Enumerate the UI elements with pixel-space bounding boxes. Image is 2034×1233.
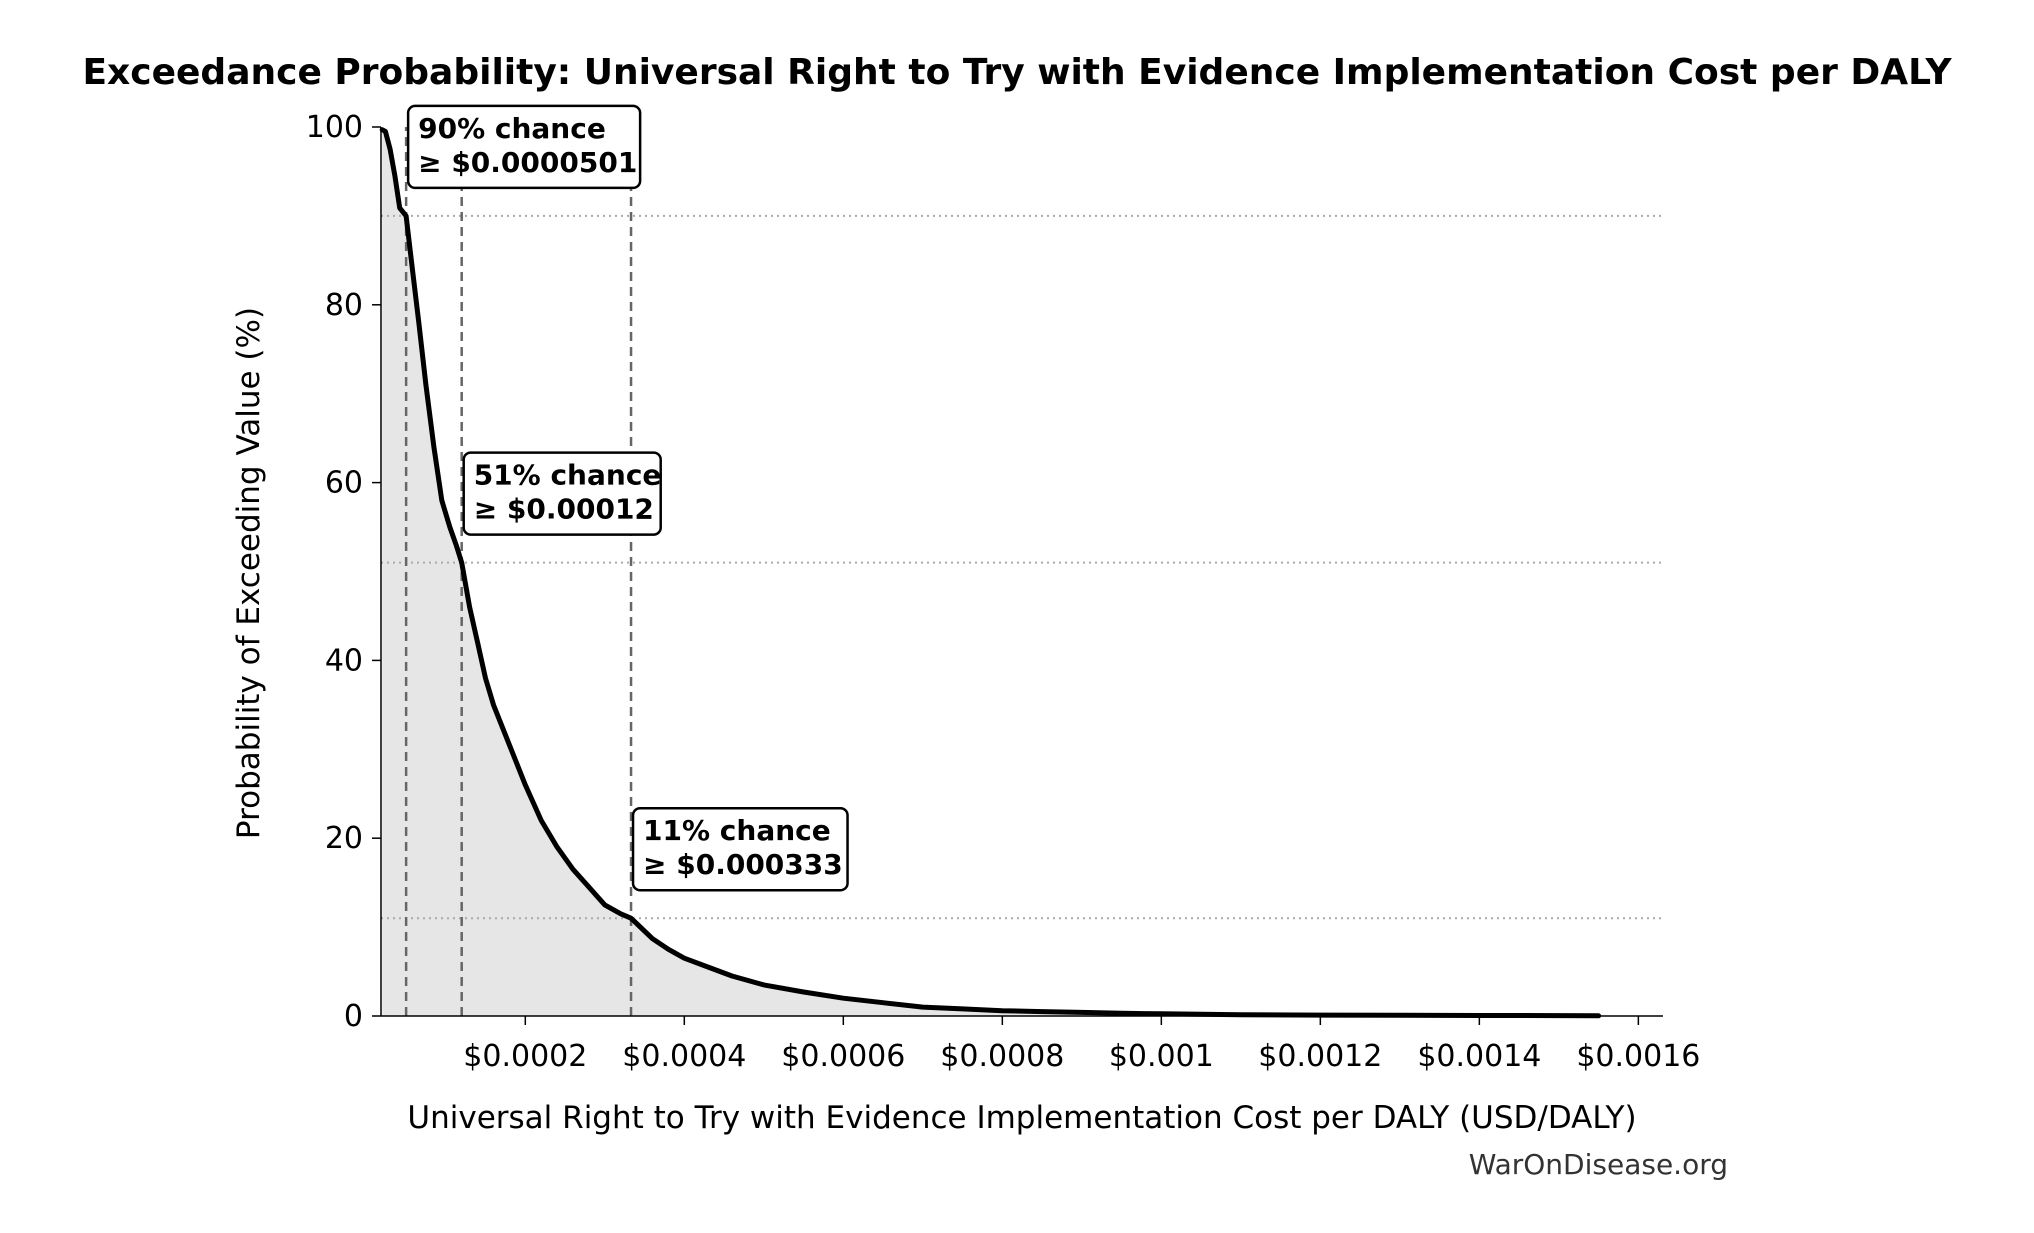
exceedance-curve <box>379 127 1602 1019</box>
annotation-box <box>406 104 642 190</box>
exceedance-area <box>382 129 1599 1016</box>
annotation-threshold: ≥ $0.000333 <box>643 848 843 881</box>
y-tick-label: 80 <box>325 288 363 323</box>
x-tick-label: $0.0008 <box>940 1039 1064 1074</box>
x-tick-label: $0.0012 <box>1258 1039 1382 1074</box>
annotation-threshold: ≥ $0.00012 <box>474 493 654 526</box>
x-tick-label: $0.0014 <box>1417 1039 1541 1074</box>
x-tick-label: $0.001 <box>1109 1039 1214 1074</box>
y-axis-label: Probability of Exceeding Value (%) <box>231 307 267 839</box>
annotation-3: 11% chance≥ $0.000333 <box>631 806 849 892</box>
watermark: WarOnDisease.org <box>1469 1148 1728 1181</box>
annotation-1: 90% chance≥ $0.0000501 <box>406 104 642 190</box>
chart-title: Exceedance Probability: Universal Right … <box>82 52 1952 93</box>
x-tick-label: $0.0006 <box>781 1039 905 1074</box>
y-tick-label: 100 <box>306 110 363 145</box>
plot-area: 0 20 40 60 80 100 $0.0002 $0.0004 $0.0006 $0.0008… <box>306 104 1700 1074</box>
annotation-probability: 11% chance <box>643 814 831 847</box>
annotation-2: 51% chance≥ $0.00012 <box>462 451 662 536</box>
x-tick-label: $0.0002 <box>463 1039 587 1074</box>
annotation-probability: 90% chance <box>418 112 606 145</box>
y-tick-label: 20 <box>325 821 363 856</box>
annotation-probability: 51% chance <box>474 459 662 492</box>
annotation-box <box>462 451 662 536</box>
x-axis-label: Universal Right to Try with Evidence Imp… <box>407 1100 1636 1136</box>
y-tick-label: 40 <box>325 643 363 678</box>
y-tick-label: 60 <box>325 466 363 501</box>
y-tick-label: 0 <box>344 999 363 1034</box>
annotation-box <box>631 806 849 892</box>
x-tick-label: $0.0016 <box>1576 1039 1700 1074</box>
annotation-threshold: ≥ $0.0000501 <box>418 146 637 179</box>
x-tick-label: $0.0004 <box>622 1039 746 1074</box>
